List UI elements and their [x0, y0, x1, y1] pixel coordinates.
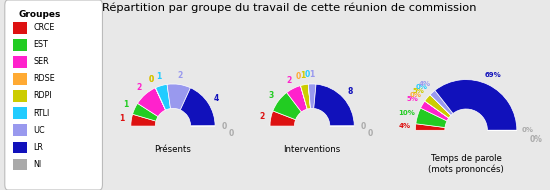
Wedge shape: [138, 88, 166, 116]
Text: Répartition par groupe du travail de cette réunion de commission: Répartition par groupe du travail de cet…: [102, 3, 476, 13]
Text: 2: 2: [178, 71, 183, 80]
Wedge shape: [415, 124, 445, 130]
Bar: [13, 22, 27, 34]
Wedge shape: [430, 90, 453, 115]
Text: 0%: 0%: [522, 127, 534, 133]
Wedge shape: [435, 80, 517, 130]
Text: NI: NI: [33, 160, 41, 169]
Text: LR: LR: [33, 143, 43, 152]
Wedge shape: [300, 86, 307, 109]
Text: 0: 0: [367, 129, 373, 138]
Bar: [13, 124, 27, 136]
Text: 5%: 5%: [407, 96, 419, 102]
Text: Temps de parole
(mots prononcés): Temps de parole (mots prononcés): [428, 154, 504, 174]
Text: 0: 0: [222, 122, 227, 131]
Text: UC: UC: [33, 126, 45, 135]
Bar: [13, 107, 27, 119]
Text: 0: 0: [149, 75, 154, 84]
Wedge shape: [273, 93, 301, 120]
Wedge shape: [167, 84, 190, 110]
Text: RTLI: RTLI: [33, 108, 50, 118]
Wedge shape: [416, 108, 447, 127]
Wedge shape: [314, 84, 354, 126]
Wedge shape: [308, 84, 311, 108]
Text: 0: 0: [149, 75, 155, 84]
Wedge shape: [425, 101, 449, 118]
Text: 4%: 4%: [419, 81, 431, 87]
Text: 0: 0: [361, 122, 366, 131]
Text: 4%: 4%: [398, 123, 410, 129]
Wedge shape: [421, 101, 449, 121]
FancyBboxPatch shape: [5, 0, 102, 190]
Bar: [13, 90, 27, 102]
Text: 4: 4: [213, 94, 219, 103]
Text: SER: SER: [33, 57, 49, 66]
Wedge shape: [133, 103, 158, 121]
Text: 3: 3: [268, 91, 274, 100]
Text: 0: 0: [295, 72, 301, 81]
Text: RDPI: RDPI: [33, 91, 52, 101]
Bar: [13, 159, 27, 170]
Text: Interventions: Interventions: [283, 146, 341, 154]
Wedge shape: [309, 84, 316, 108]
Text: 0%: 0%: [530, 135, 542, 144]
Text: CRCE: CRCE: [33, 23, 54, 32]
Wedge shape: [430, 95, 451, 115]
Bar: [13, 56, 27, 68]
Text: 5%: 5%: [412, 88, 425, 94]
Text: 69%: 69%: [485, 72, 502, 78]
Wedge shape: [156, 84, 170, 110]
Text: Groupes: Groupes: [18, 10, 60, 19]
Bar: [13, 73, 27, 85]
Text: 2: 2: [259, 112, 264, 121]
Wedge shape: [131, 114, 156, 126]
Text: 1: 1: [300, 71, 305, 80]
Text: 0: 0: [305, 70, 310, 79]
Text: 1: 1: [124, 100, 129, 109]
Bar: [13, 142, 27, 153]
Wedge shape: [156, 88, 166, 110]
Text: 1: 1: [310, 70, 315, 79]
Text: 2: 2: [287, 76, 292, 85]
Text: RDSE: RDSE: [33, 74, 55, 83]
Text: 8: 8: [348, 87, 353, 96]
Wedge shape: [425, 95, 451, 118]
Wedge shape: [180, 88, 215, 126]
Text: Présents: Présents: [155, 146, 191, 154]
Text: 0%: 0%: [410, 92, 422, 98]
Wedge shape: [301, 84, 311, 109]
Wedge shape: [287, 86, 307, 112]
Text: 1: 1: [119, 114, 125, 123]
Text: 0%: 0%: [416, 84, 428, 90]
Text: EST: EST: [33, 40, 48, 49]
Bar: [13, 39, 27, 51]
Wedge shape: [155, 88, 166, 110]
Text: 0: 0: [228, 129, 234, 138]
Text: 10%: 10%: [398, 109, 415, 116]
Text: 2: 2: [136, 83, 142, 92]
Wedge shape: [270, 111, 296, 126]
Text: 1: 1: [156, 72, 161, 81]
